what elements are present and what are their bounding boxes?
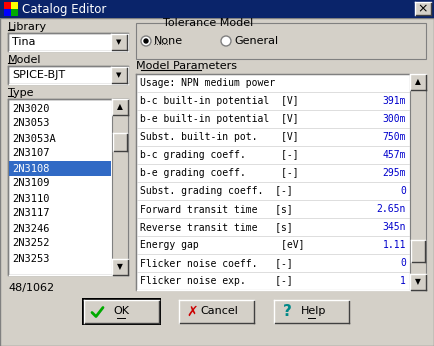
Bar — [8, 33, 128, 51]
Text: Usage: NPN medium power: Usage: NPN medium power — [140, 78, 275, 88]
Bar — [410, 74, 426, 90]
Text: 0: 0 — [400, 186, 406, 196]
Text: Catalog Editor: Catalog Editor — [22, 2, 106, 16]
Text: 1.11: 1.11 — [382, 240, 406, 250]
Text: 345n: 345n — [382, 222, 406, 232]
Text: b-c built-in potential  [V]: b-c built-in potential [V] — [140, 96, 299, 106]
Bar — [11, 2, 18, 9]
Text: b-e built-in potential  [V]: b-e built-in potential [V] — [140, 114, 299, 124]
Bar — [11, 9, 18, 16]
Bar — [8, 66, 128, 84]
Text: Cancel: Cancel — [200, 307, 238, 317]
Bar — [4, 9, 11, 16]
Text: 2N3107: 2N3107 — [12, 148, 49, 158]
Text: General: General — [234, 36, 278, 46]
Bar — [111, 67, 127, 83]
Text: Reverse transit time   [s]: Reverse transit time [s] — [140, 222, 293, 232]
Text: Subst. built-in pot.    [V]: Subst. built-in pot. [V] — [140, 132, 299, 142]
Text: Forward transit time   [s]: Forward transit time [s] — [140, 204, 293, 214]
Bar — [4, 2, 11, 9]
Text: 750m: 750m — [382, 132, 406, 142]
Text: b-c grading coeff.      [-]: b-c grading coeff. [-] — [140, 150, 299, 160]
Text: ▼: ▼ — [116, 39, 122, 45]
Text: 2N3109: 2N3109 — [12, 179, 49, 189]
Circle shape — [144, 39, 148, 43]
Text: Model Parameters: Model Parameters — [136, 61, 237, 71]
Text: 2N3053A: 2N3053A — [12, 134, 56, 144]
Bar — [111, 34, 127, 50]
Text: 0: 0 — [400, 258, 406, 268]
Text: 1: 1 — [400, 276, 406, 286]
Text: 48/1062: 48/1062 — [8, 283, 54, 293]
Text: 2N3020: 2N3020 — [12, 103, 49, 113]
Bar — [411, 240, 425, 262]
Bar — [415, 2, 431, 15]
Text: SPICE-BJT: SPICE-BJT — [12, 70, 65, 80]
Text: 391m: 391m — [382, 96, 406, 106]
Text: 2N3253: 2N3253 — [12, 254, 49, 264]
Text: Subst. grading coeff.  [-]: Subst. grading coeff. [-] — [140, 186, 293, 196]
Circle shape — [141, 36, 151, 46]
Bar — [410, 274, 426, 290]
Text: ×: × — [418, 2, 428, 15]
Bar — [82, 298, 161, 325]
Text: 2N3252: 2N3252 — [12, 238, 49, 248]
Bar — [136, 23, 426, 59]
Text: ?: ? — [283, 304, 292, 319]
Text: ▼: ▼ — [117, 263, 123, 272]
Text: Tina: Tina — [12, 37, 36, 47]
Text: None: None — [154, 36, 183, 46]
Text: 2N3117: 2N3117 — [12, 209, 49, 219]
Text: 2N3110: 2N3110 — [12, 193, 49, 203]
Bar — [112, 99, 128, 115]
Text: ▲: ▲ — [117, 102, 123, 111]
Bar — [136, 74, 410, 290]
Bar — [84, 300, 159, 323]
Bar — [9, 161, 111, 176]
Bar — [112, 259, 128, 275]
Text: 300m: 300m — [382, 114, 406, 124]
Text: 2N3108: 2N3108 — [12, 164, 49, 173]
Bar — [4, 2, 18, 16]
Text: Energy gap              [eV]: Energy gap [eV] — [140, 240, 305, 250]
Text: 2N3053: 2N3053 — [12, 118, 49, 128]
Circle shape — [221, 36, 231, 46]
Text: ▲: ▲ — [415, 78, 421, 86]
Text: Help: Help — [301, 307, 327, 317]
Text: 295m: 295m — [382, 168, 406, 178]
Bar — [179, 300, 254, 323]
Text: 2N3246: 2N3246 — [12, 224, 49, 234]
Text: Model: Model — [8, 55, 42, 65]
Text: ✗: ✗ — [186, 304, 198, 319]
Text: b-e grading coeff.      [-]: b-e grading coeff. [-] — [140, 168, 299, 178]
Text: 2.65n: 2.65n — [377, 204, 406, 214]
Bar — [8, 99, 128, 275]
Text: 457m: 457m — [382, 150, 406, 160]
Text: ▼: ▼ — [415, 277, 421, 286]
Text: Library: Library — [8, 22, 47, 32]
Bar — [274, 300, 349, 323]
Text: OK: OK — [113, 307, 129, 317]
Bar — [0, 0, 434, 18]
Text: ▼: ▼ — [116, 72, 122, 78]
Text: Flicker noise exp.     [-]: Flicker noise exp. [-] — [140, 276, 293, 286]
Text: Tolerance Model: Tolerance Model — [156, 18, 260, 28]
Text: Type: Type — [8, 88, 33, 98]
Bar — [410, 74, 426, 290]
Bar — [113, 133, 127, 151]
Bar — [112, 99, 128, 275]
Text: Flicker noise coeff.   [-]: Flicker noise coeff. [-] — [140, 258, 293, 268]
